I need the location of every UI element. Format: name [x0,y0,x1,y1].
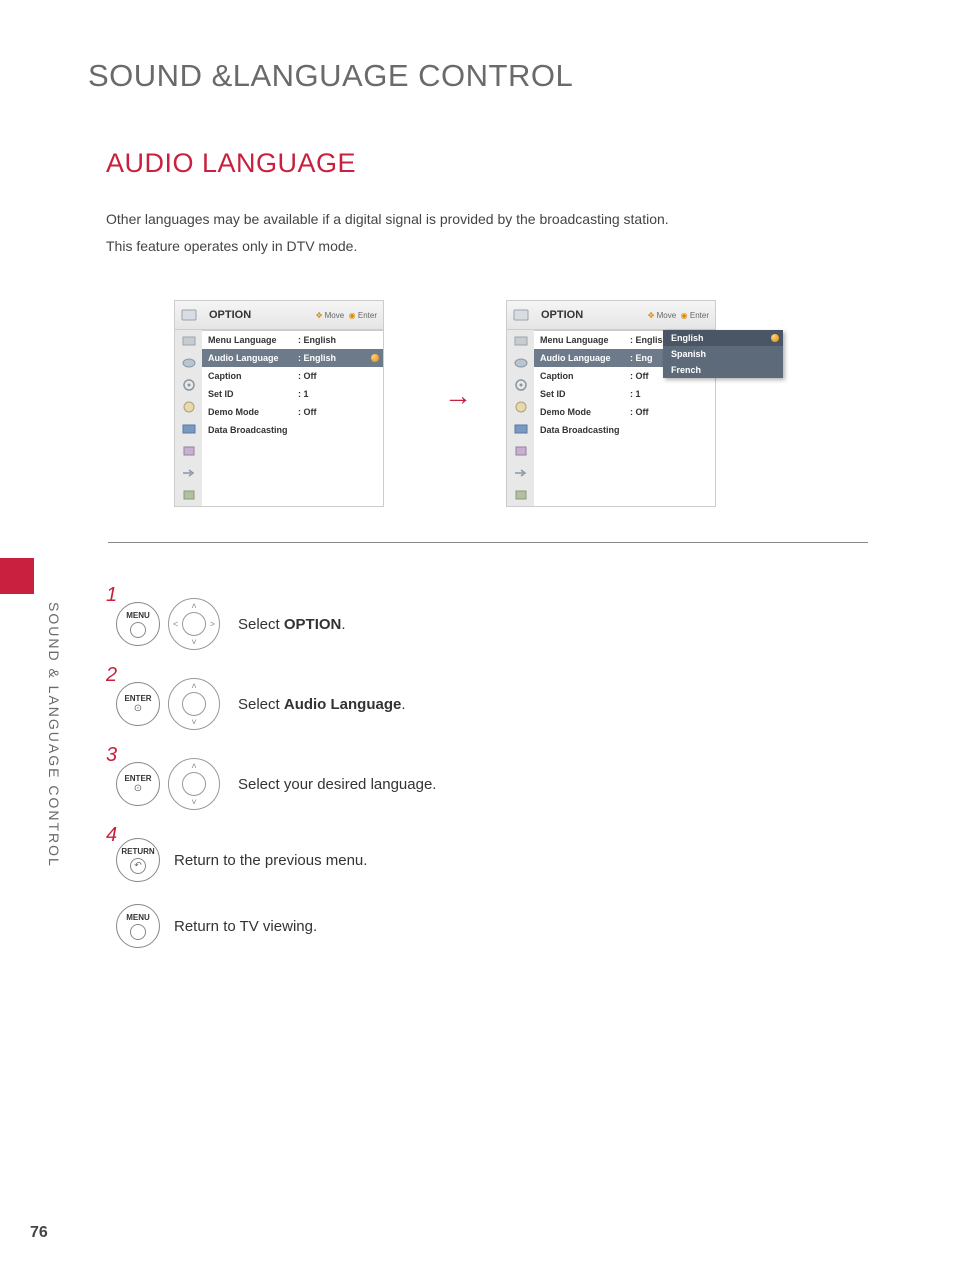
osd-header-title: OPTION [535,309,648,321]
language-option-french[interactable]: French [663,362,783,378]
sidebar-icon-2 [507,352,535,374]
page-title: SOUND &LANGUAGE CONTROL [88,58,573,94]
dpad-icon: ˄˅ ˂˃ [168,598,220,650]
sidebar-icon-5 [175,418,203,440]
step-5: MENU Return to TV viewing. [106,904,706,948]
sidebar-icon-6 [507,440,535,462]
osd-header-title: OPTION [203,309,316,321]
return-button-icon: RETURN ↶ [116,838,160,882]
osd-row-set-id[interactable]: Set ID : 1 [202,385,383,403]
osd-row-caption[interactable]: Caption : Off [202,367,383,385]
step-1: 1 MENU ˄˅ ˂˃ Select OPTION. [106,598,706,650]
sidebar-icon-1 [175,330,203,352]
sidebar-icon-3 [507,374,535,396]
step-3: 3 ENTER ⊙ ˄˅ Select your desired languag… [106,758,706,810]
osd-row-data-broadcasting[interactable]: Data Broadcasting [534,421,715,439]
selection-dot-icon [771,334,779,342]
dpad-vertical-icon: ˄˅ [168,758,220,810]
osd-header: OPTION ✥ Move ◉ Enter [174,300,384,330]
osd-row-set-id[interactable]: Set ID : 1 [534,385,715,403]
section-divider [108,542,868,543]
sidebar-icon-4 [507,396,535,418]
step-3-text: Select your desired language. [238,776,436,793]
page-number: 76 [30,1224,48,1242]
intro-text: Other languages may be available if a di… [106,206,669,259]
sidebar-icon-8 [507,484,535,506]
osd-row-audio-language[interactable]: Audio Language : English [202,349,383,367]
menu-button-icon: MENU [116,904,160,948]
arrow-right-icon: → [444,380,472,412]
side-tab [0,558,34,594]
section-title: AUDIO LANGUAGE [106,148,356,179]
sidebar-icon-2 [175,352,203,374]
step-number: 3 [106,744,117,767]
option-header-icon [507,301,535,329]
sidebar-icon-3 [175,374,203,396]
steps-list: 1 MENU ˄˅ ˂˃ Select OPTION. 2 ENTER ⊙ ˄˅… [106,598,706,976]
osd-row-data-broadcasting[interactable]: Data Broadcasting [202,421,383,439]
osd-header-hint: ✥ Move ◉ Enter [316,311,383,320]
osd-row-empty [534,439,715,457]
option-header-icon [175,301,203,329]
osd-sidebar [506,330,534,507]
intro-line-2: This feature operates only in DTV mode. [106,233,669,260]
step-2-text: Select Audio Language. [238,696,406,713]
selection-dot-icon [371,354,379,362]
sidebar-icon-1 [507,330,535,352]
osd-header: OPTION ✥ Move ◉ Enter [506,300,716,330]
sidebar-icon-5 [507,418,535,440]
sidebar-icon-7 [175,462,203,484]
step-4-text: Return to the previous menu. [174,852,367,869]
step-number: 2 [106,664,117,687]
intro-line-1: Other languages may be available if a di… [106,206,669,233]
osd-row-empty [202,439,383,457]
sidebar-icon-6 [175,440,203,462]
sidebar-icon-8 [175,484,203,506]
vertical-section-label: SOUND & LANGUAGE CONTROL [34,602,62,882]
step-5-text: Return to TV viewing. [174,918,317,935]
menu-button-icon: MENU [116,602,160,646]
osd-row-demo-mode[interactable]: Demo Mode : Off [534,403,715,421]
language-option-spanish[interactable]: Spanish [663,346,783,362]
dpad-vertical-icon: ˄˅ [168,678,220,730]
osd-header-hint: ✥ Move ◉ Enter [648,311,715,320]
language-popup: English Spanish French [663,330,783,378]
osd-panel-right: OPTION ✥ Move ◉ Enter Menu Language : En… [506,300,716,507]
sidebar-icon-7 [507,462,535,484]
step-number: 4 [106,824,117,847]
osd-panel-left: OPTION ✥ Move ◉ Enter Menu Language : En… [174,300,384,507]
osd-sidebar [174,330,202,507]
step-4: 4 RETURN ↶ Return to the previous menu. [106,838,706,882]
osd-row-menu-language[interactable]: Menu Language : English [202,331,383,349]
enter-button-icon: ENTER ⊙ [116,762,160,806]
step-number: 1 [106,584,117,607]
enter-button-icon: ENTER ⊙ [116,682,160,726]
osd-list: Menu Language : English Audio Language :… [202,330,384,507]
sidebar-icon-4 [175,396,203,418]
language-option-english[interactable]: English [663,330,783,346]
step-1-text: Select OPTION. [238,616,346,633]
step-2: 2 ENTER ⊙ ˄˅ Select Audio Language. [106,678,706,730]
osd-row-demo-mode[interactable]: Demo Mode : Off [202,403,383,421]
